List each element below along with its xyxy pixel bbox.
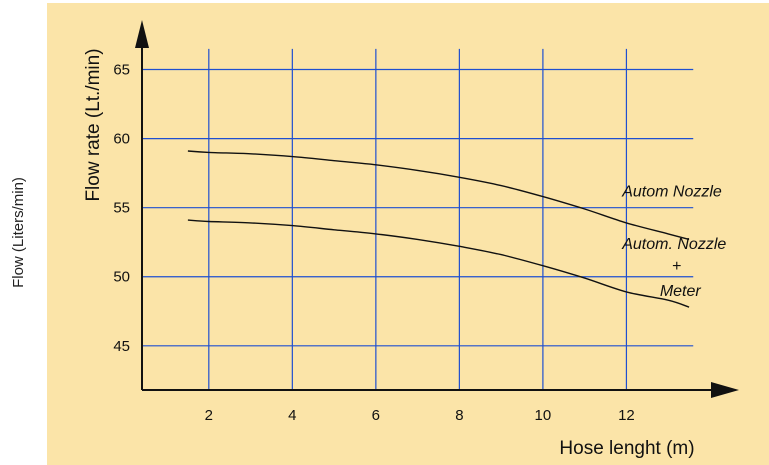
x-tick-label: 6 (372, 407, 380, 424)
x-tick-label: 10 (535, 407, 552, 424)
y-tick-label: 65 (113, 62, 130, 79)
outer-y-axis-label-text: Flow (Liters/min) (9, 177, 27, 288)
y-tick-label: 60 (113, 131, 130, 148)
y-axis-title: Flow rate (Lt./min) (83, 48, 104, 201)
y-axis-arrow (135, 20, 149, 48)
series (187, 150, 690, 308)
annotations: Autom Nozzle Autom. Nozzle + Meter (621, 184, 726, 300)
series-annotation: Meter (660, 283, 702, 300)
y-tick-label: 45 (113, 338, 130, 355)
x-tick-label: 4 (288, 407, 296, 424)
outer-y-axis-label: Flow (Liters/min) (6, 0, 30, 465)
axes (135, 20, 739, 398)
series-line-1 (187, 150, 690, 241)
x-axis-arrow (711, 382, 739, 398)
x-tick-label: 12 (618, 407, 635, 424)
series-annotation: + (672, 258, 681, 275)
series-line-2 (187, 219, 690, 308)
x-tick-label: 8 (455, 407, 463, 424)
tick-labels: 45 50 55 60 65 2 4 6 8 10 12 (113, 62, 634, 424)
x-tick-label: 2 (205, 407, 213, 424)
y-tick-label: 50 (113, 269, 130, 286)
grid (142, 48, 694, 390)
x-axis-title: Hose lenght (m) (559, 438, 694, 459)
series-annotation: Autom Nozzle (621, 184, 722, 201)
chart-panel: 45 50 55 60 65 2 4 6 8 10 12 Autom Nozzle Autom. No… (47, 3, 769, 465)
y-tick-label: 55 (113, 200, 130, 217)
line-chart: 45 50 55 60 65 2 4 6 8 10 12 Autom Nozzle Autom. No… (83, 20, 739, 459)
series-annotation: Autom. Nozzle (621, 236, 726, 253)
